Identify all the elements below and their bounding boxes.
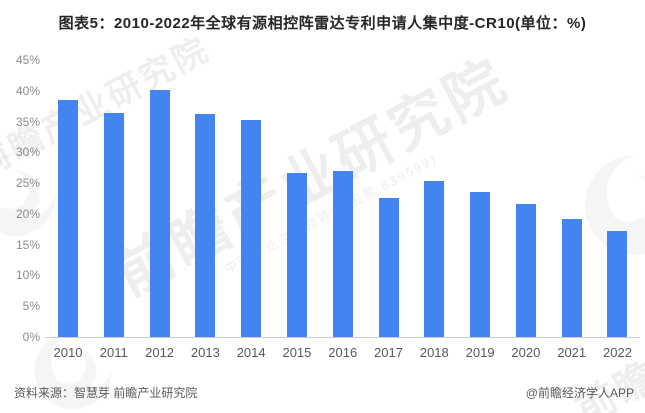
bar-2022 (607, 230, 628, 337)
y-tick-label-40: 40% (15, 83, 40, 98)
y-tick-label-25: 25% (15, 176, 40, 191)
x-axis-line (45, 337, 640, 338)
x-axis-label-2022: 2022 (603, 345, 632, 360)
y-tick-label-5: 5% (22, 299, 40, 314)
source-note: 资料来源：智慧芽 前瞻产业研究院 (14, 386, 198, 400)
x-axis-label-2013: 2013 (190, 345, 220, 360)
bar-2018 (424, 181, 445, 337)
x-axis-label-2012: 2012 (145, 345, 175, 360)
x-axis-label-2021: 2021 (557, 345, 587, 360)
bar-2011 (103, 112, 124, 337)
y-tick-label-10: 10% (15, 268, 40, 283)
brand-credit: @前瞻经济学人APP (525, 386, 634, 400)
bar-2016 (332, 170, 353, 337)
x-axis-label-2014: 2014 (236, 345, 266, 360)
y-tick-label-45: 45% (15, 53, 40, 67)
y-tick-label-35: 35% (15, 114, 40, 129)
x-axis-label-2019: 2019 (465, 345, 495, 360)
x-axis-label-2011: 2011 (99, 345, 128, 360)
x-axis-label-2015: 2015 (282, 345, 312, 360)
x-axis-label-2010: 2010 (53, 345, 83, 360)
bar-2019 (470, 191, 491, 337)
bar-2021 (561, 218, 582, 337)
x-axis-label-2020: 2020 (511, 345, 541, 360)
bar-2014 (241, 120, 262, 337)
x-axis-label-2017: 2017 (374, 345, 403, 360)
watermark-subtext: 中国产业咨询领导者(股票:839599) (221, 151, 440, 277)
y-tick-label-15: 15% (15, 237, 40, 252)
x-axis-label-2016: 2016 (328, 345, 358, 360)
chart-title: 图表5：2010-2022年全球有源相控阵雷达专利申请人集中度-CR10(单位：… (58, 15, 587, 32)
y-tick-label-0: 0% (22, 330, 40, 344)
watermark-logo-icon (0, 154, 56, 236)
bar-2012 (149, 89, 170, 337)
y-tick-label-20: 20% (15, 206, 40, 221)
bar-2017 (378, 197, 399, 337)
bar-2015 (286, 172, 307, 337)
bar-2010 (58, 100, 78, 337)
bar-2013 (195, 114, 216, 337)
y-tick-label-30: 30% (15, 145, 40, 160)
bar-2020 (515, 204, 536, 337)
x-axis-label-2018: 2018 (419, 345, 449, 360)
